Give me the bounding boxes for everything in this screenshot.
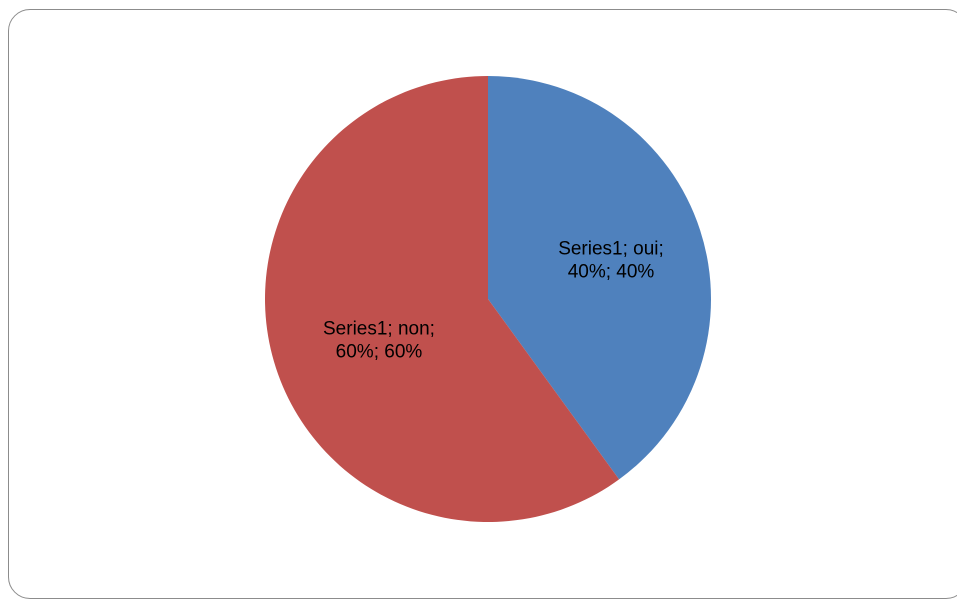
- data-label-oui: Series1; oui; 40%; 40%: [558, 239, 664, 283]
- pie-slice-non: [265, 76, 620, 522]
- data-label-non: Series1; non; 60%; 60%: [323, 318, 435, 362]
- data-label-line: Series1; oui;: [558, 239, 664, 260]
- data-label-line: Series1; non;: [323, 318, 435, 339]
- data-label-line: 60%; 60%: [336, 341, 423, 362]
- pie-chart: Series1; oui; 40%; 40% Series1; non; 60%; 6…: [265, 76, 712, 522]
- pie-slice-oui: [488, 76, 712, 480]
- data-label-line: 40%; 40%: [568, 262, 655, 283]
